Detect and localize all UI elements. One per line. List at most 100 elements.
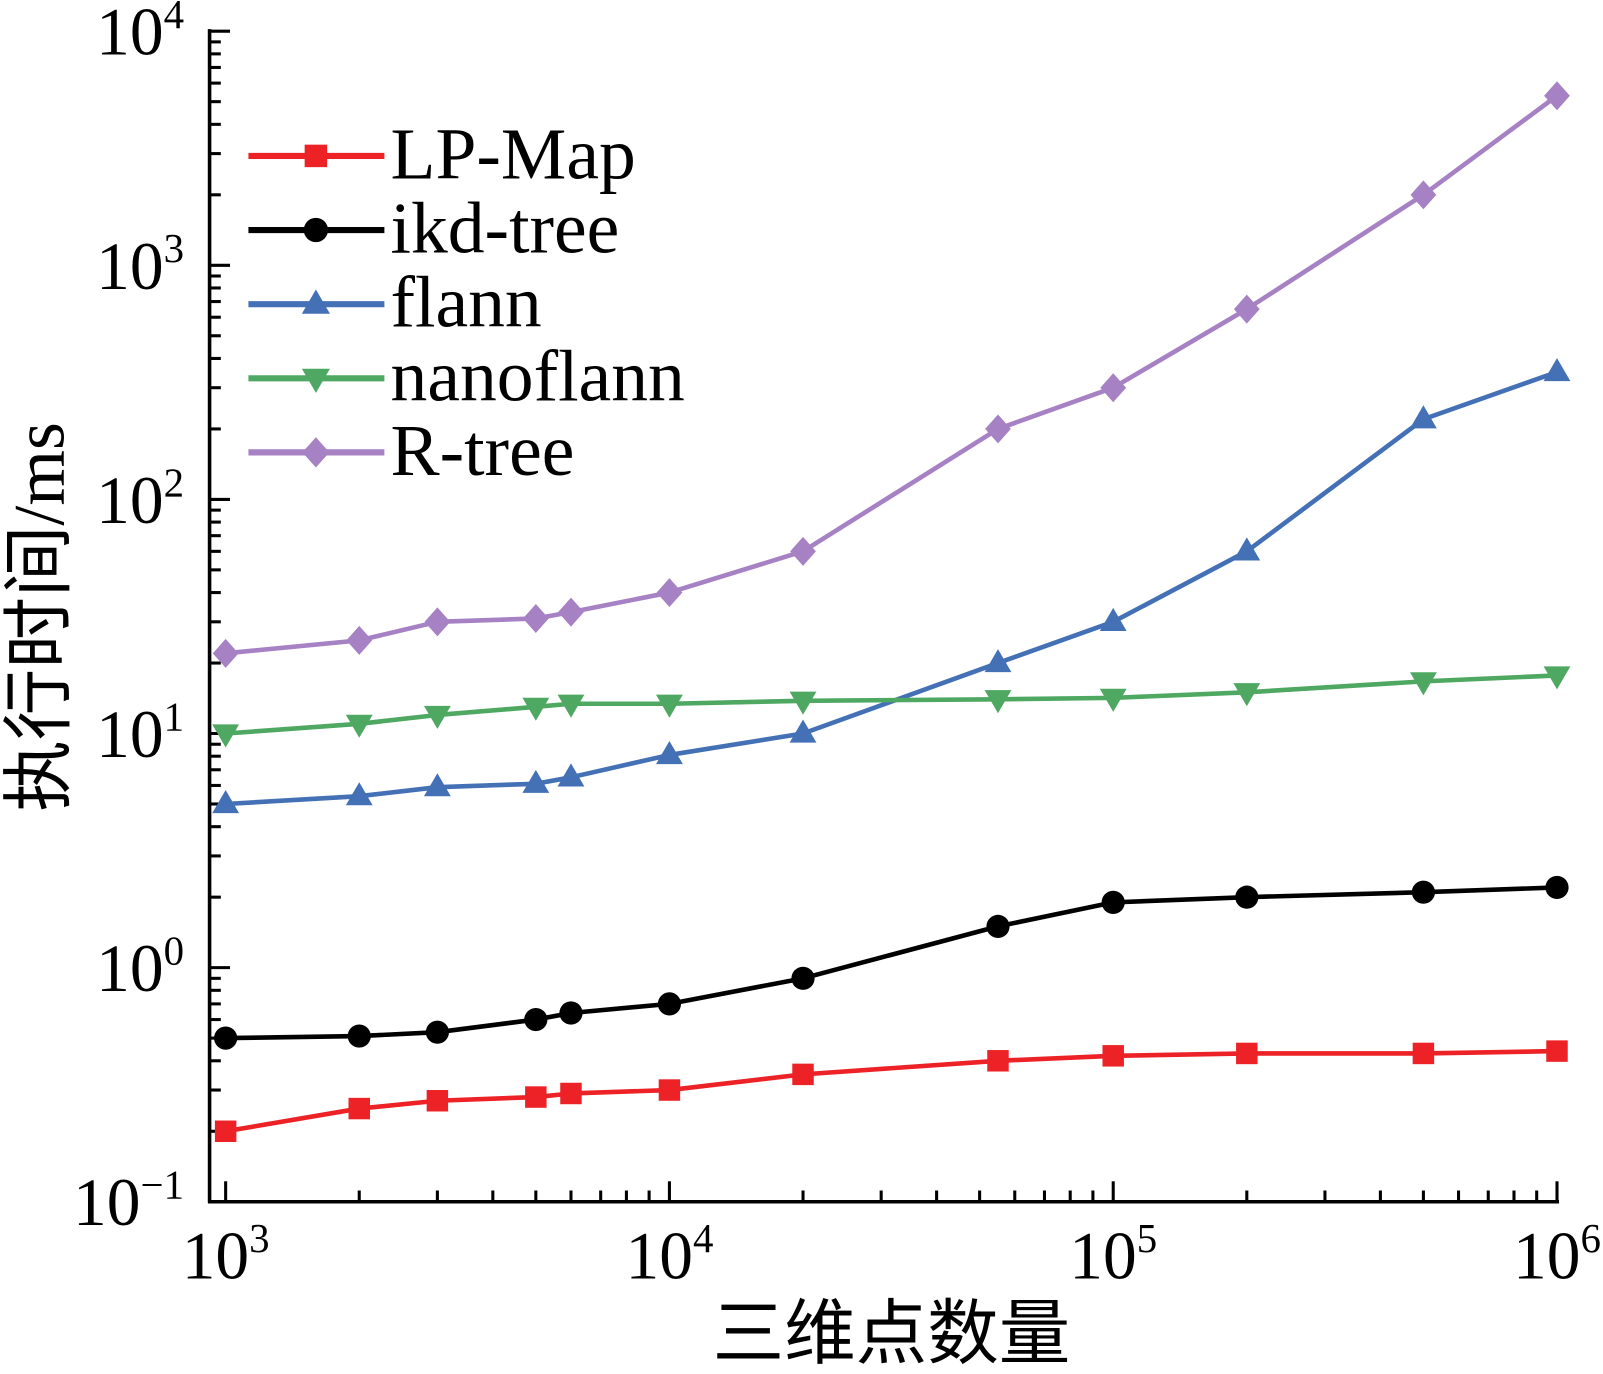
r-tree-data-point xyxy=(1544,81,1570,111)
legend-item-nanoflann: nanoflann xyxy=(248,335,685,417)
ikd-tree-data-point xyxy=(214,1026,238,1050)
r-tree-data-point xyxy=(1100,373,1127,403)
flann-data-point xyxy=(1543,358,1571,382)
y-tick-label: 10−1 xyxy=(73,1163,184,1241)
r-tree-data-point xyxy=(985,414,1011,444)
legend-item-ikd-tree: ikd-tree xyxy=(248,187,619,269)
flann-data-point xyxy=(557,763,585,787)
legend-label: nanoflann xyxy=(391,335,685,417)
nanoflann-data-point xyxy=(522,697,550,721)
y-tick-label-exponent: 0 xyxy=(164,929,184,974)
r-tree-data-point xyxy=(346,625,373,655)
ikd-tree-data-point xyxy=(986,914,1010,938)
ikd-tree-data-point xyxy=(1411,880,1435,904)
flann-data-point xyxy=(345,782,373,806)
nanoflann-data-point xyxy=(789,691,817,715)
lp-map-data-point xyxy=(525,1086,547,1108)
x-tick-label: 105 xyxy=(1069,1216,1157,1294)
lp-map-data-point xyxy=(1546,1040,1568,1062)
ikd-tree-data-point xyxy=(1235,885,1259,909)
lp-map-data-point xyxy=(560,1082,582,1105)
nanoflann-data-point xyxy=(656,694,683,718)
r-tree-data-point xyxy=(1233,294,1260,324)
r-tree-data-point xyxy=(212,638,239,668)
legend-label: R-tree xyxy=(391,409,575,491)
legend-circle-marker xyxy=(303,217,329,243)
ikd-tree-data-point xyxy=(791,966,815,990)
y-tick-label-base: 10 xyxy=(96,697,163,772)
r-tree-data-point xyxy=(790,536,816,566)
x-tick-label-base: 10 xyxy=(1513,1218,1580,1293)
y-tick-label-base: 10 xyxy=(96,931,163,1006)
legend-item-lp-map: LP-Map xyxy=(248,112,636,194)
flann-data-point xyxy=(522,769,550,793)
ikd-tree-data-point xyxy=(1101,890,1125,914)
x-tick-label: 106 xyxy=(1513,1216,1601,1294)
r-tree-data-point xyxy=(424,607,451,637)
ikd-tree-data-point xyxy=(425,1020,449,1044)
ikd-tree-data-point xyxy=(559,1001,583,1025)
x-tick-label-base: 10 xyxy=(625,1218,692,1293)
r-tree-data-point xyxy=(656,578,683,608)
nanoflann-data-point xyxy=(423,705,451,729)
x-tick-label-exponent: 3 xyxy=(249,1216,269,1261)
x-tick-label: 103 xyxy=(182,1216,270,1294)
x-tick-label-exponent: 4 xyxy=(693,1216,713,1261)
r-tree-data-point xyxy=(558,597,584,627)
flann-data-point xyxy=(1233,537,1261,561)
lp-map-data-point xyxy=(348,1097,370,1120)
nanoflann-data-point xyxy=(1409,672,1437,696)
series-line-ikd-tree xyxy=(225,885,1558,1041)
lp-map-data-point xyxy=(792,1063,814,1086)
flann-data-point xyxy=(212,790,240,814)
y-tick-label-exponent: 4 xyxy=(164,0,184,37)
legend-triangle-up-marker xyxy=(301,289,330,314)
flann-data-point xyxy=(656,740,683,765)
legend-diamond-marker xyxy=(302,437,330,468)
r-tree-data-point xyxy=(522,603,549,633)
series-nanoflann xyxy=(212,666,1571,748)
ikd-tree-data-point xyxy=(524,1007,548,1032)
flann-data-point xyxy=(423,773,451,797)
y-tick-label-base: 10 xyxy=(96,463,163,538)
flann-data-point xyxy=(1099,607,1127,631)
x-tick-label-base: 10 xyxy=(182,1218,249,1293)
y-tick-label: 101 xyxy=(96,694,184,772)
flann-data-point xyxy=(1409,405,1437,429)
y-tick-label: 104 xyxy=(96,0,184,70)
legend-item-flann: flann xyxy=(248,261,542,343)
nanoflann-data-point xyxy=(212,724,240,748)
y-tick-label-base: 10 xyxy=(96,0,163,70)
legend-triangle-down-marker xyxy=(301,368,330,393)
nanoflann-data-point xyxy=(557,694,585,718)
y-tick-label: 102 xyxy=(96,460,184,538)
legend-label: flann xyxy=(391,261,542,343)
y-tick-label-exponent: 2 xyxy=(164,460,184,505)
x-tick-label-exponent: 6 xyxy=(1581,1216,1601,1261)
y-tick-label-exponent: 3 xyxy=(164,226,184,271)
axes xyxy=(207,29,1560,1204)
lp-map-data-point xyxy=(1236,1042,1258,1065)
lp-map-data-point xyxy=(658,1079,681,1101)
x-tick-label-exponent: 5 xyxy=(1137,1216,1157,1261)
ikd-tree-data-point xyxy=(1545,875,1569,900)
legend-square-marker xyxy=(304,144,328,168)
series-line-nanoflann xyxy=(225,673,1558,736)
y-tick-label: 100 xyxy=(96,929,184,1007)
series-lp-map xyxy=(214,1040,1568,1142)
flann-data-point xyxy=(984,649,1012,673)
y-tick-label-exponent: −1 xyxy=(141,1163,185,1208)
data-series xyxy=(212,81,1571,1142)
y-axis-title: 执行时间/ms xyxy=(0,422,79,812)
lp-map-data-point xyxy=(1102,1045,1124,1067)
lp-map-data-point xyxy=(426,1090,449,1112)
y-tick-label-base: 10 xyxy=(73,1165,140,1240)
y-tick-label-exponent: 1 xyxy=(164,694,184,739)
axis-ticks xyxy=(209,29,1559,1204)
series-flann xyxy=(212,358,1571,814)
series-ikd-tree xyxy=(214,875,1569,1050)
series-line-flann xyxy=(225,369,1558,807)
